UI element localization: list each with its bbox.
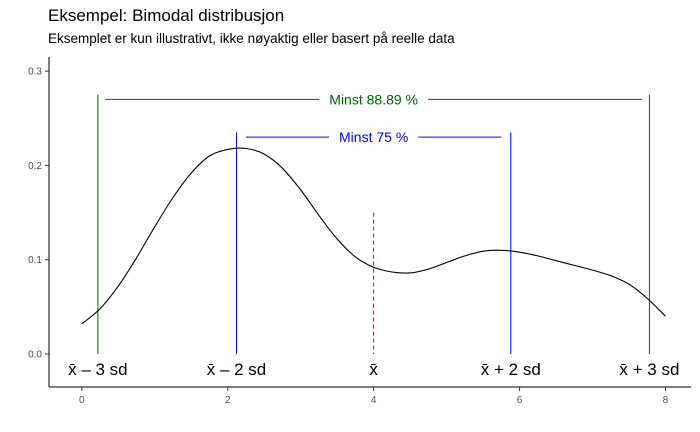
y-tick-label: 0.2: [28, 161, 42, 172]
annotation-label: Minst 75 %: [339, 129, 408, 145]
reference-label: x̄ – 2 sd: [207, 360, 267, 379]
reference-lines: [97, 94, 650, 354]
annotation-label: Minst 88.89 %: [329, 91, 418, 107]
y-tick-label: 0.3: [28, 67, 42, 78]
reference-label: x̄: [369, 360, 378, 379]
chart-title: Eksempel: Bimodal distribusjon: [48, 6, 285, 25]
density-curve: [81, 147, 666, 325]
x-tick-label: 0: [79, 395, 85, 406]
x-tick-label: 8: [663, 395, 669, 406]
marker-labels: x̄ – 3 sd x̄ – 2 sd x̄ x̄ + 2 sd x̄ + 3 sd: [68, 360, 679, 379]
reference-label: x̄ + 2 sd: [481, 360, 541, 379]
series-lines: [81, 147, 666, 325]
y-tick-label: 0.0: [28, 350, 42, 361]
annotations: Minst 88.89 % Minst 75 %: [105, 91, 643, 145]
reference-label: x̄ – 3 sd: [68, 360, 128, 379]
chart-subtitle: Eksemplet er kun illustrativt, ikke nøya…: [48, 31, 455, 46]
axes: 0.0 0.1 0.2 0.3 0 2 4 6 8: [28, 57, 691, 406]
x-tick-label: 6: [517, 395, 523, 406]
x-tick-label: 4: [371, 395, 377, 406]
y-tick-label: 0.1: [28, 255, 42, 266]
x-tick-label: 2: [225, 395, 231, 406]
reference-label: x̄ + 3 sd: [619, 360, 679, 379]
